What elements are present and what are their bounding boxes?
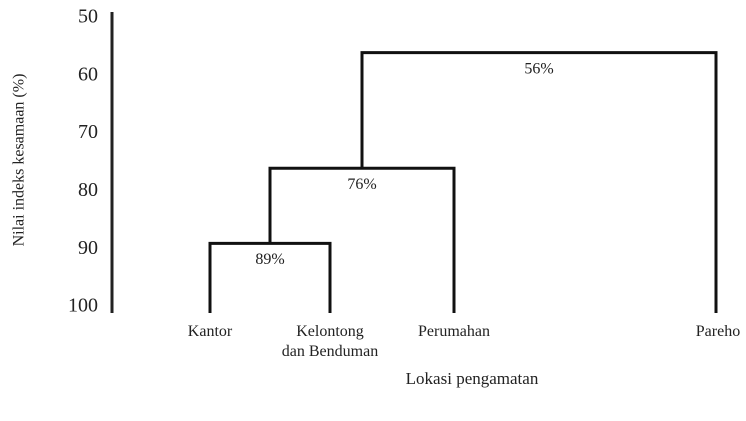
y-tick-label: 70 xyxy=(78,121,98,143)
leaf-label: Pareho xyxy=(695,323,741,340)
value-label: 89% xyxy=(255,251,284,268)
y-tick-label: 100 xyxy=(68,295,98,317)
y-tick-label: 50 xyxy=(78,6,98,28)
y-tick-label: 60 xyxy=(78,63,98,85)
value-label: 56% xyxy=(524,60,553,77)
value-label: 76% xyxy=(347,176,376,193)
y-tick-label: 80 xyxy=(78,179,98,201)
leaf-label: Perumahan xyxy=(418,323,490,340)
leaf-label: Kantor xyxy=(187,323,233,340)
y-axis-label: Nilai indeks kesamaan (%) xyxy=(11,74,28,247)
leaf-label: Kelontong dan Benduman xyxy=(281,323,379,360)
y-tick-label: 90 xyxy=(78,237,98,259)
x-axis-label: Lokasi pengamatan xyxy=(406,369,539,388)
